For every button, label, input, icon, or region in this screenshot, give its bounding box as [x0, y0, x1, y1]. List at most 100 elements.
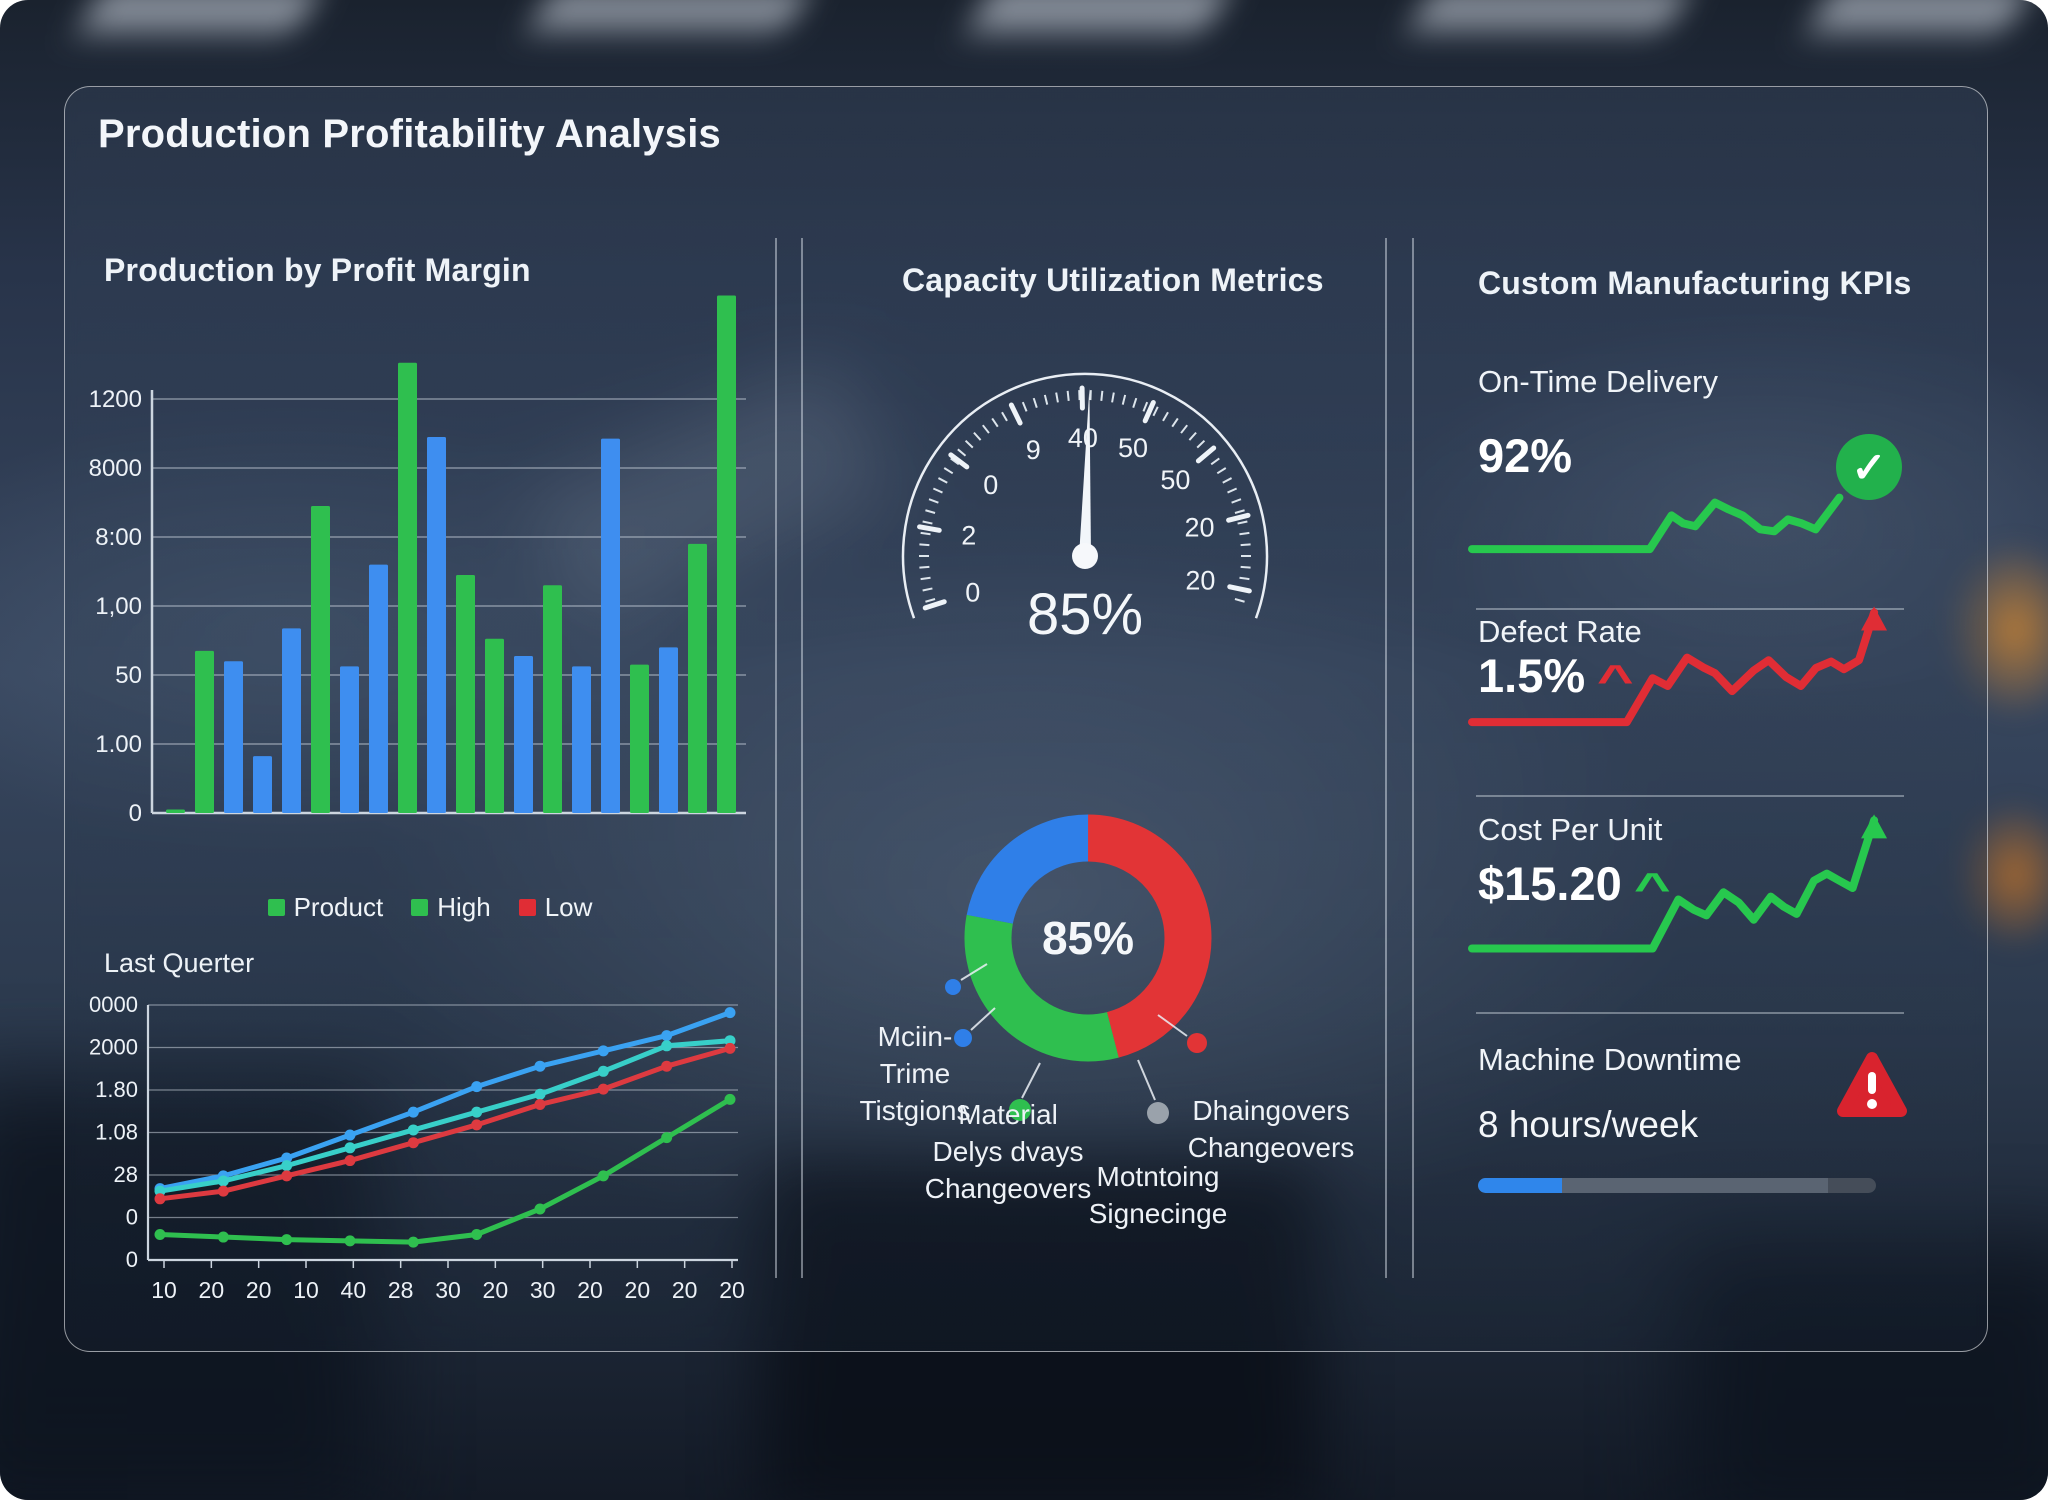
kpi-value-text: 1.5% — [1478, 649, 1586, 702]
kpi-value-text: $15.20 — [1478, 857, 1622, 910]
kpi-divider — [1476, 795, 1904, 797]
kpi-label-cost-per-unit: Cost Per Unit — [1478, 812, 1663, 847]
callout-line: Delys dvays — [932, 1136, 1084, 1167]
svg-text:1.00: 1.00 — [95, 731, 142, 758]
kpi-value-cost-per-unit: $15.20 ^ — [1478, 856, 1670, 911]
svg-text:1.80: 1.80 — [95, 1077, 138, 1102]
ceiling-light — [530, 0, 810, 30]
svg-text:0: 0 — [126, 1247, 138, 1272]
svg-text:28: 28 — [388, 1277, 414, 1303]
column-divider — [801, 238, 803, 1278]
kpi-divider — [1476, 1012, 1904, 1014]
svg-text:50: 50 — [1160, 465, 1190, 495]
kpi-label-on-time-delivery: On-Time Delivery — [1478, 364, 1718, 399]
legend-item-low: Low — [518, 892, 593, 923]
kpi-value-defect-rate: 1.5% ^ — [1478, 648, 1634, 703]
svg-text:1.08: 1.08 — [95, 1120, 138, 1145]
column-divider — [1412, 238, 1414, 1278]
ceiling-light — [79, 0, 321, 32]
svg-text:0: 0 — [129, 800, 142, 827]
line-chart: 0 0 28 1.08 1.80 2000 0000 10 20 20 10 40 28 30 20 30 20… — [89, 992, 745, 1303]
kpi-section-title: Custom Manufacturing KPIs — [1478, 265, 1912, 301]
page-title: Production Profitability Analysis — [98, 112, 721, 156]
line-chart-title: Last Querter — [104, 948, 255, 978]
svg-text:28: 28 — [114, 1162, 138, 1187]
svg-text:0000: 0000 — [89, 992, 138, 1017]
downtime-progress-bar — [1478, 1178, 1876, 1193]
svg-text:1200: 1200 — [89, 386, 142, 413]
column-divider — [1385, 238, 1387, 1278]
downtime-progress-fill — [1478, 1178, 1562, 1193]
legend-label: High — [437, 892, 491, 922]
svg-text:40: 40 — [341, 1277, 367, 1303]
svg-text:85%: 85% — [1042, 912, 1134, 964]
svg-text:20: 20 — [625, 1277, 651, 1303]
svg-text:20: 20 — [246, 1277, 272, 1303]
svg-text:50: 50 — [115, 662, 142, 689]
donut-callout-label: Motntoing Signecinge — [1058, 1158, 1258, 1232]
svg-text:8:00: 8:00 — [95, 524, 142, 551]
svg-text:20: 20 — [577, 1277, 603, 1303]
svg-text:10: 10 — [293, 1277, 319, 1303]
sparkline-cost-per-unit — [1468, 814, 1888, 953]
callout-line: Trime — [879, 1058, 951, 1089]
svg-text:20: 20 — [1185, 566, 1215, 596]
svg-text:20: 20 — [1184, 512, 1214, 542]
check-icon: ✓ — [1836, 434, 1902, 500]
svg-text:20: 20 — [719, 1277, 745, 1303]
bar-chart: 0 1.00 50 1,00 8:00 8000 1200 — [89, 295, 746, 827]
donut-callout-markers — [945, 963, 1207, 1124]
gauge-section-title: Capacity Utilization Metrics — [902, 262, 1324, 298]
warning-icon — [1837, 1052, 1907, 1117]
sparkline-on-time-delivery — [1468, 493, 1844, 554]
legend-swatch — [411, 899, 429, 916]
ceiling-light — [1410, 0, 1690, 30]
legend-item-product: Product — [267, 892, 384, 923]
svg-text:8000: 8000 — [89, 455, 142, 482]
column-divider — [775, 238, 777, 1278]
callout-line: Signecinge — [1088, 1198, 1228, 1229]
callout-line: Changeovers — [924, 1173, 1092, 1204]
sparkline-defect-rate — [1468, 606, 1888, 727]
legend-label: Low — [544, 892, 593, 922]
legend-item-high: High — [411, 892, 491, 923]
callout-line: Dhaingovers — [1192, 1095, 1350, 1126]
svg-text:10: 10 — [151, 1277, 177, 1303]
callout-line: Changeovers — [1187, 1132, 1355, 1163]
callout-line: Tistgions — [859, 1095, 971, 1126]
svg-text:0: 0 — [983, 470, 998, 500]
svg-text:20: 20 — [483, 1277, 509, 1303]
svg-text:20: 20 — [672, 1277, 698, 1303]
kpi-value-machine-downtime: 8 hours/week — [1478, 1104, 1699, 1145]
svg-text:50: 50 — [1118, 433, 1148, 463]
kpi-label-machine-downtime: Machine Downtime — [1478, 1042, 1742, 1077]
svg-text:2000: 2000 — [89, 1035, 138, 1060]
svg-text:0: 0 — [965, 577, 980, 607]
callout-line: Material — [958, 1099, 1058, 1130]
svg-text:30: 30 — [530, 1277, 556, 1303]
svg-text:40: 40 — [1068, 423, 1098, 453]
svg-text:9: 9 — [1026, 435, 1041, 465]
donut-chart: 85% — [964, 814, 1212, 1062]
kpi-label-defect-rate: Defect Rate — [1478, 614, 1642, 649]
svg-text:20: 20 — [199, 1277, 225, 1303]
svg-text:2: 2 — [961, 521, 976, 551]
svg-text:85%: 85% — [1027, 582, 1143, 647]
trend-up-icon: ^ — [1597, 655, 1634, 703]
svg-text:1,00: 1,00 — [95, 593, 142, 620]
svg-text:30: 30 — [435, 1277, 461, 1303]
ceiling-light — [1809, 0, 2031, 32]
trend-up-icon: ^ — [1633, 863, 1671, 911]
bar-chart-title: Production by Profit Margin — [104, 252, 531, 288]
donut-callout-label: Mciin- Trime Tistgions — [815, 1018, 1015, 1129]
kpi-divider — [1476, 608, 1904, 610]
legend-swatch — [267, 899, 285, 916]
bar-chart-legend: Product High Low — [150, 892, 710, 923]
kpi-value-on-time-delivery: 92% — [1478, 429, 1573, 482]
legend-label: Product — [293, 892, 384, 922]
svg-text:0: 0 — [126, 1205, 138, 1230]
donut-callout-label: Dhaingovers Changeovers — [1166, 1092, 1376, 1166]
